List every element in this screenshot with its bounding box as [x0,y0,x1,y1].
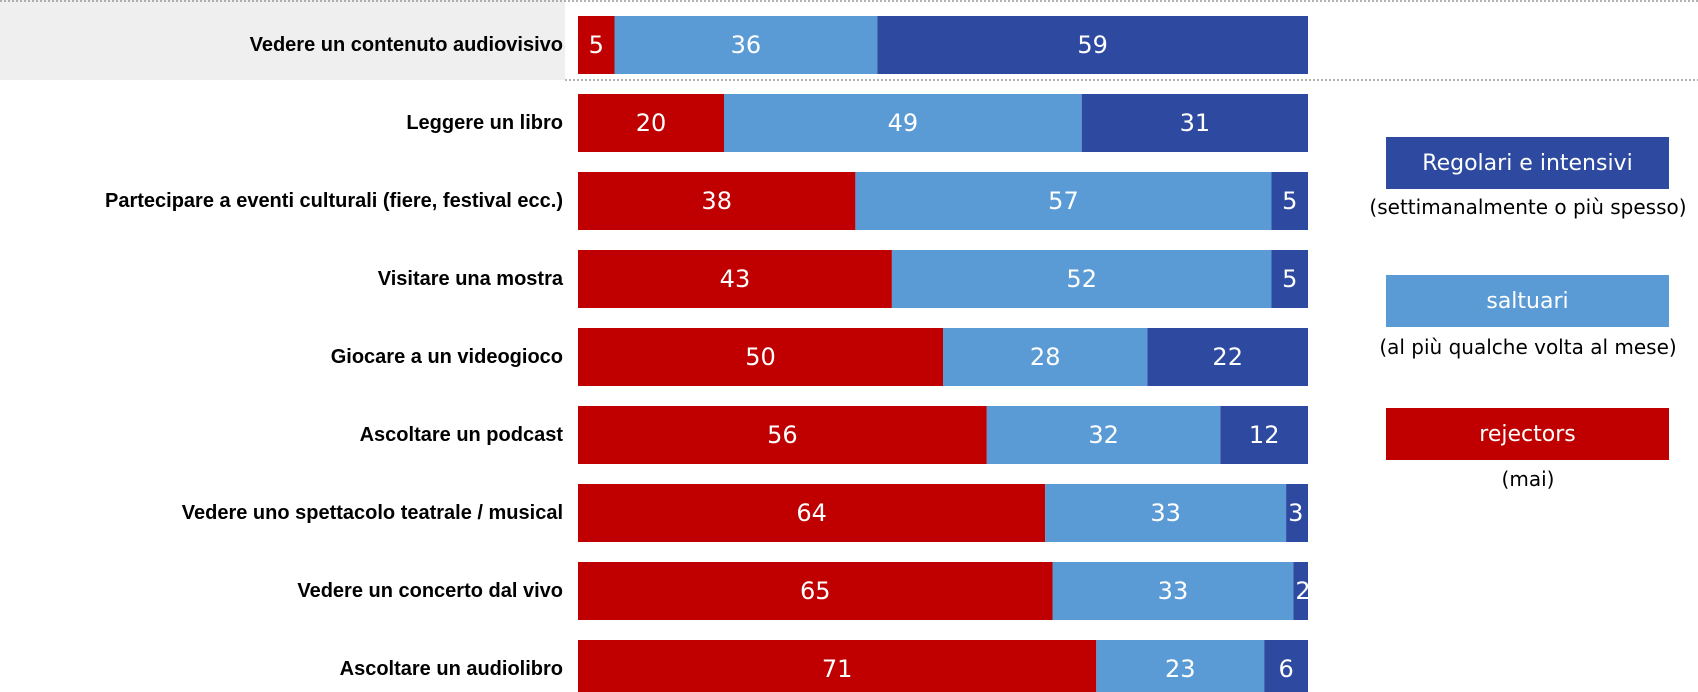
value-label-saltuari-partecipare-a-eventi-culturali-fiere-festival-ecc: 57 [1048,187,1079,215]
value-label-rejectors-partecipare-a-eventi-culturali-fiere-festival-ecc: 38 [701,187,732,215]
category-label-visitare-una-mostra: Visitare una mostra [378,268,564,290]
bar-rejectors-leggere-un-libro [578,94,724,152]
bar-regolari-e-intensivi-vedere-uno-spettacolo-teatrale-musical [1286,484,1308,542]
value-label-rejectors-vedere-uno-spettacolo-teatrale-musical: 64 [796,499,827,527]
legend-sublabel-regolari: (settimanalmente o più spesso) [1369,195,1687,219]
category-label-giocare-a-un-videogioco: Giocare a un videogioco [331,346,563,368]
value-label-saltuari-vedere-un-contenuto-audiovisivo: 36 [731,31,762,59]
bars-layer [578,16,1308,692]
bar-saltuari-vedere-un-concerto-dal-vivo [1052,562,1294,620]
value-label-regolari-e-intensivi-vedere-un-contenuto-audiovisivo: 59 [1077,31,1108,59]
category-label-partecipare-a-eventi-culturali-fiere-festival-ecc: Partecipare a eventi culturali (fiere, f… [105,190,563,212]
value-label-regolari-e-intensivi-vedere-un-concerto-dal-vivo: 2 [1295,577,1310,605]
bar-rejectors-ascoltare-un-podcast [578,406,987,464]
legend-label-regolari: Regolari e intensivi [1422,150,1633,176]
legend-swatch-regolari: Regolari e intensivi [1386,137,1669,189]
value-label-regolari-e-intensivi-visitare-una-mostra: 5 [1282,265,1297,293]
highlight-band [0,0,565,80]
value-label-regolari-e-intensivi-giocare-a-un-videogioco: 22 [1212,343,1243,371]
bar-saltuari-vedere-un-contenuto-audiovisivo [614,16,878,74]
value-label-saltuari-ascoltare-un-audiolibro: 23 [1165,655,1196,683]
value-label-rejectors-leggere-un-libro: 20 [636,109,667,137]
bar-saltuari-leggere-un-libro [724,94,1082,152]
bar-regolari-e-intensivi-leggere-un-libro [1081,94,1308,152]
bar-rejectors-visitare-una-mostra [578,250,892,308]
value-label-regolari-e-intensivi-ascoltare-un-podcast: 12 [1249,421,1280,449]
legend-sublabel-saltuari: (al più qualche volta al mese) [1379,335,1677,359]
bar-rejectors-vedere-uno-spettacolo-teatrale-musical [578,484,1046,542]
category-label-vedere-un-concerto-dal-vivo: Vedere un concerto dal vivo [297,580,563,602]
value-label-regolari-e-intensivi-leggere-un-libro: 31 [1180,109,1211,137]
legend-swatch-rejectors: rejectors [1386,408,1669,460]
category-label-ascoltare-un-audiolibro: Ascoltare un audiolibro [340,658,563,680]
bar-regolari-e-intensivi-vedere-un-concerto-dal-vivo [1293,562,1308,620]
value-label-saltuari-ascoltare-un-podcast: 32 [1088,421,1119,449]
value-label-regolari-e-intensivi-ascoltare-un-audiolibro: 6 [1278,655,1293,683]
bar-saltuari-visitare-una-mostra [891,250,1272,308]
value-label-rejectors-ascoltare-un-audiolibro: 71 [822,655,853,683]
value-label-saltuari-leggere-un-libro: 49 [888,109,919,137]
bar-rejectors-vedere-un-concerto-dal-vivo [578,562,1053,620]
legend-label-saltuari: saltuari [1486,288,1569,314]
bar-regolari-e-intensivi-partecipare-a-eventi-culturali-fiere-festival-ecc [1271,172,1308,230]
bar-rejectors-giocare-a-un-videogioco [578,328,943,386]
bar-rejectors-vedere-un-contenuto-audiovisivo [578,16,615,74]
legend-swatch-saltuari: saltuari [1386,275,1669,327]
bar-regolari-e-intensivi-vedere-un-contenuto-audiovisivo [877,16,1308,74]
bar-regolari-e-intensivi-visitare-una-mostra [1271,250,1308,308]
bar-rejectors-ascoltare-un-audiolibro [578,640,1097,692]
bar-regolari-e-intensivi-ascoltare-un-audiolibro [1264,640,1308,692]
value-label-rejectors-visitare-una-mostra: 43 [720,265,751,293]
bar-saltuari-partecipare-a-eventi-culturali-fiere-festival-ecc [855,172,1272,230]
value-label-saltuari-vedere-uno-spettacolo-teatrale-musical: 33 [1150,499,1181,527]
value-label-rejectors-ascoltare-un-podcast: 56 [767,421,798,449]
value-label-regolari-e-intensivi-vedere-uno-spettacolo-teatrale-musical: 3 [1288,499,1303,527]
value-label-saltuari-giocare-a-un-videogioco: 28 [1030,343,1061,371]
value-label-regolari-e-intensivi-partecipare-a-eventi-culturali-fiere-festival-ecc: 5 [1282,187,1297,215]
category-label-leggere-un-libro: Leggere un libro [406,112,563,134]
bar-regolari-e-intensivi-giocare-a-un-videogioco [1147,328,1308,386]
legend-sublabel-rejectors: (mai) [1501,467,1555,491]
category-label-vedere-un-contenuto-audiovisivo: Vedere un contenuto audiovisivo [250,34,563,56]
value-label-rejectors-vedere-un-concerto-dal-vivo: 65 [800,577,831,605]
value-label-rejectors-vedere-un-contenuto-audiovisivo: 5 [589,31,604,59]
bar-saltuari-vedere-uno-spettacolo-teatrale-musical [1045,484,1287,542]
bar-rejectors-partecipare-a-eventi-culturali-fiere-festival-ecc [578,172,856,230]
bar-saltuari-ascoltare-un-podcast [986,406,1221,464]
category-label-vedere-uno-spettacolo-teatrale-musical: Vedere uno spettacolo teatrale / musical [182,502,563,524]
value-label-rejectors-giocare-a-un-videogioco: 50 [745,343,776,371]
bar-saltuari-giocare-a-un-videogioco [943,328,1148,386]
bar-saltuari-ascoltare-un-audiolibro [1096,640,1265,692]
category-label-ascoltare-un-podcast: Ascoltare un podcast [360,424,564,446]
value-label-saltuari-vedere-un-concerto-dal-vivo: 33 [1158,577,1189,605]
legend-label-rejectors: rejectors [1479,421,1576,447]
value-label-saltuari-visitare-una-mostra: 52 [1066,265,1097,293]
bar-regolari-e-intensivi-ascoltare-un-podcast [1220,406,1308,464]
labels-layer: Vedere un contenuto audiovisivo 5 36 59Legg… [105,31,1311,683]
